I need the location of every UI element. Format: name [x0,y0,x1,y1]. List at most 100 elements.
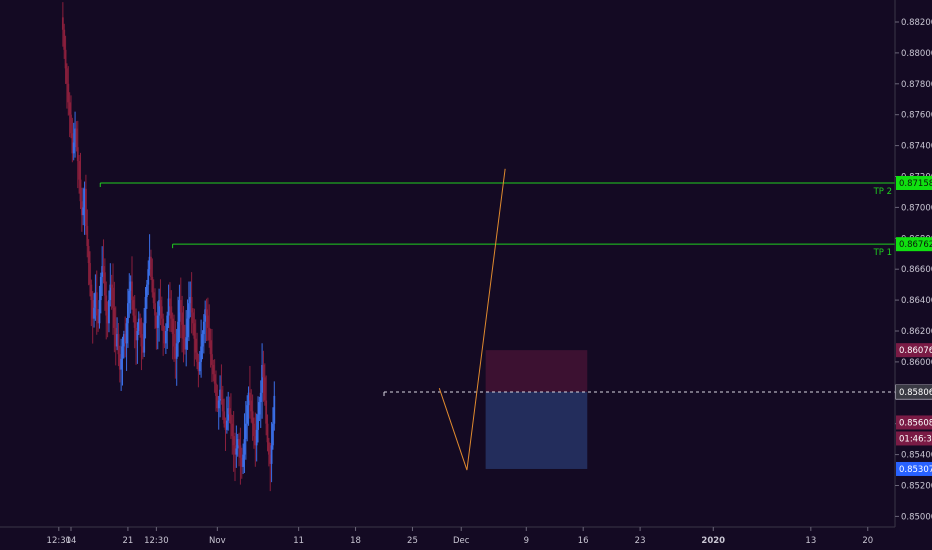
candle-body[interactable] [174,346,177,359]
candle-body[interactable] [108,300,110,324]
candle-body[interactable] [80,201,83,216]
candle-body[interactable] [152,292,155,304]
candle-body[interactable] [225,420,228,430]
candle-body[interactable] [127,303,129,324]
candle-body[interactable] [135,327,137,341]
candle-body[interactable] [224,423,227,430]
candle-body[interactable] [120,358,123,370]
candle-body[interactable] [270,445,273,464]
candle-body[interactable] [265,400,268,424]
candle-body[interactable] [110,284,113,288]
plot-area[interactable] [61,2,895,492]
candle-body[interactable] [114,327,117,347]
candle-body[interactable] [124,334,127,344]
candle-body[interactable] [145,284,148,298]
candle-body[interactable] [155,315,158,328]
candle-body[interactable] [173,334,175,347]
candle-body[interactable] [196,352,198,362]
candle-body[interactable] [197,361,200,372]
candle-body[interactable] [131,281,133,301]
candle-body[interactable] [244,423,247,440]
candle-body[interactable] [116,334,118,347]
candle-body[interactable] [269,454,272,464]
candle-body[interactable] [163,331,166,344]
candle-body[interactable] [76,147,79,162]
candle-body[interactable] [213,374,216,384]
candle-body[interactable] [255,429,258,446]
candle-body[interactable] [158,300,160,316]
candle-body[interactable] [151,276,154,293]
candle-body[interactable] [169,298,171,307]
candle-body[interactable] [105,295,108,316]
candle-body[interactable] [139,318,142,335]
candle-body[interactable] [66,68,68,84]
projection-path[interactable] [438,168,506,471]
candle-body[interactable] [113,307,116,328]
candle-body[interactable] [75,128,78,148]
candle-body[interactable] [140,334,143,347]
candle-body[interactable] [63,29,66,50]
candle-body[interactable] [231,423,234,437]
candle-body[interactable] [209,340,212,355]
candle-body[interactable] [98,300,101,324]
candle-body[interactable] [248,392,251,401]
candle-body[interactable] [234,445,236,455]
candle-body[interactable] [181,312,184,325]
candle-body[interactable] [204,309,207,322]
candle-body[interactable] [74,128,76,143]
candle-body[interactable] [185,337,188,350]
candle-body[interactable] [90,284,93,301]
candle-body[interactable] [128,290,131,304]
candle-body[interactable] [259,392,262,403]
candle-body[interactable] [136,331,139,341]
candle-body[interactable] [101,266,104,277]
candle-body[interactable] [129,281,132,291]
candle-body[interactable] [159,300,162,307]
candle-body[interactable] [97,315,100,324]
candle-body[interactable] [205,309,208,316]
candle-body[interactable] [246,405,249,424]
candle-body[interactable] [87,246,90,264]
candle-body[interactable] [93,307,95,319]
candle-body[interactable] [253,423,255,437]
candle-body[interactable] [254,436,257,446]
candle-body[interactable] [170,306,173,319]
candle-body[interactable] [154,303,156,316]
candle-body[interactable] [228,408,231,415]
candle-body[interactable] [112,287,114,308]
candle-body[interactable] [178,300,181,322]
candle-body[interactable] [117,334,120,355]
candle-body[interactable] [266,423,269,443]
candle-body[interactable] [61,17,64,30]
candle-body[interactable] [223,411,226,424]
candle-body[interactable] [71,133,74,154]
candle-body[interactable] [201,334,204,347]
candle-body[interactable] [89,263,91,285]
candle-body[interactable] [212,364,215,375]
candle-body[interactable] [215,383,217,396]
candle-body[interactable] [144,297,147,324]
candle-body[interactable] [79,179,82,202]
candle-body[interactable] [147,269,150,285]
candle-body[interactable] [235,448,238,455]
candle-body[interactable] [263,377,266,401]
candle-body[interactable] [164,331,167,344]
candle-body[interactable] [211,354,213,365]
candle-body[interactable] [227,408,230,421]
candle-body[interactable] [208,327,211,341]
candle-body[interactable] [262,364,265,378]
candle-body[interactable] [167,298,170,316]
candle-body[interactable] [238,439,240,446]
candle-body[interactable] [257,414,259,430]
candle-body[interactable] [68,102,71,115]
candle-body[interactable] [95,292,98,316]
candle-body[interactable] [182,324,185,339]
candle-body[interactable] [188,303,190,319]
candle-body[interactable] [189,297,192,304]
candle-body[interactable] [236,439,239,449]
candle-body[interactable] [220,389,223,399]
candle-body[interactable] [192,312,194,324]
candle-body[interactable] [242,454,245,467]
candle-body[interactable] [251,411,254,424]
candle-body[interactable] [67,83,70,103]
